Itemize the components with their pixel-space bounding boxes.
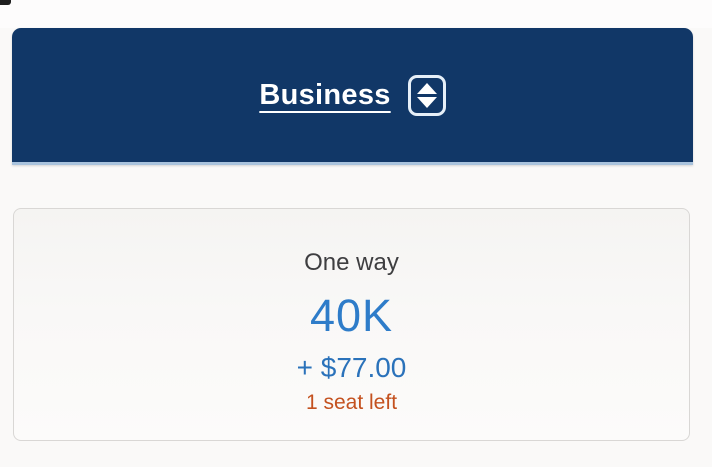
arrow-down-glyph — [416, 96, 437, 108]
cash-copay: + $77.00 — [296, 352, 407, 383]
arrow-up-glyph — [416, 82, 437, 94]
business-sort-control[interactable]: Business — [259, 74, 446, 116]
miles-price: 40K — [309, 290, 394, 341]
cabin-label[interactable]: Business — [259, 78, 391, 111]
fare-card[interactable]: One way 40K + $77.00 1 seat left — [13, 208, 690, 441]
trip-type-label: One way — [304, 249, 399, 276]
seats-left-badge: 1 seat left — [305, 391, 398, 414]
top-background-strip — [0, 0, 712, 28]
screen-corner-artifact — [0, 0, 11, 5]
business-column-header: Business — [12, 28, 693, 165]
up-down-arrows-icon[interactable] — [407, 74, 446, 116]
